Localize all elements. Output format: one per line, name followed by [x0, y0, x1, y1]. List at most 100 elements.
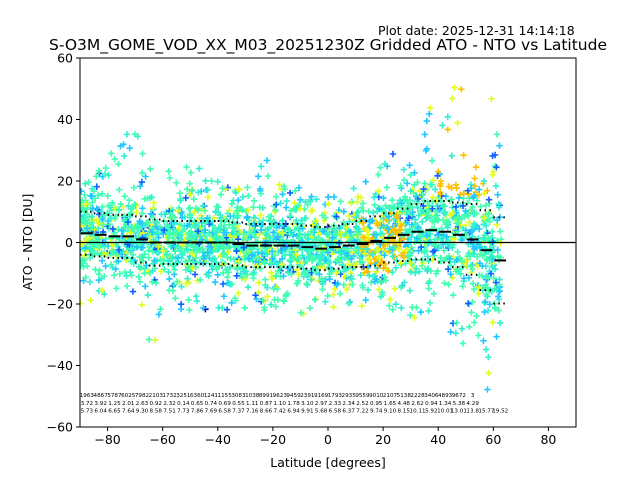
data-point: [184, 275, 191, 282]
data-point: [358, 302, 365, 310]
data-point: [417, 243, 425, 251]
data-point: [341, 265, 348, 272]
data-point: [432, 242, 439, 250]
data-point: [226, 264, 234, 271]
data-point: [138, 178, 146, 186]
data-point: [452, 329, 460, 337]
data-point: [420, 185, 427, 193]
data-point: [297, 309, 305, 317]
data-point: [178, 208, 185, 216]
data-point: [466, 252, 474, 260]
data-point: [459, 202, 467, 210]
data-point: [185, 279, 193, 286]
data-point: [149, 267, 156, 275]
data-point: [268, 248, 276, 255]
data-point: [326, 276, 333, 283]
data-point: [423, 117, 430, 125]
data-point: [303, 280, 310, 287]
data-point: [359, 219, 367, 227]
data-point: [337, 229, 345, 236]
data-point: [211, 279, 219, 286]
data-point: [385, 267, 392, 274]
data-point: [258, 226, 265, 234]
bin-annotation-label: 6.58: [329, 409, 342, 415]
data-point: [295, 184, 303, 191]
data-point: [471, 245, 478, 253]
data-point: [235, 290, 242, 297]
data-point: [473, 197, 481, 204]
data-point: [384, 216, 391, 224]
data-point: [333, 269, 340, 277]
data-point: [370, 194, 378, 201]
data-point: [264, 226, 271, 233]
data-point: [490, 168, 497, 176]
data-point: [395, 245, 402, 253]
data-point: [89, 199, 96, 206]
data-point: [367, 259, 375, 267]
data-point: [378, 234, 386, 242]
data-point: [426, 299, 434, 307]
data-point: [421, 180, 428, 187]
data-point: [475, 332, 482, 339]
data-point: [186, 212, 194, 219]
data-point: [272, 193, 280, 200]
data-point: [495, 204, 503, 211]
data-point: [389, 306, 396, 313]
bin-annotation-label: 5787: [107, 393, 122, 399]
data-point: [245, 192, 252, 200]
data-point: [230, 212, 237, 219]
data-point: [489, 228, 496, 235]
data-point: [212, 259, 220, 266]
bin-annotation-label: 0.65: [191, 401, 204, 407]
data-point: [446, 243, 453, 250]
data-point: [355, 245, 363, 252]
data-point: [207, 243, 215, 250]
bin-annotation-label: 5.38: [453, 401, 466, 407]
data-point: [426, 278, 433, 285]
data-point: [191, 208, 198, 216]
data-point: [93, 183, 100, 190]
data-point: [185, 263, 192, 271]
data-point: [448, 184, 455, 192]
data-point: [480, 177, 488, 185]
data-point: [93, 173, 100, 180]
data-point: [356, 258, 364, 265]
data-point: [83, 225, 91, 232]
data-point: [135, 273, 142, 281]
data-point: [83, 201, 90, 208]
data-point: [198, 188, 205, 195]
data-point: [321, 238, 329, 246]
data-point: [288, 270, 295, 278]
bin-annotation-label: 0.87: [260, 401, 273, 407]
data-point: [483, 222, 490, 229]
data-point: [101, 291, 108, 298]
data-point: [413, 235, 421, 242]
bin-annotation-label: 6.04: [94, 409, 107, 415]
data-point: [412, 265, 420, 272]
data-point: [359, 200, 367, 207]
data-point: [142, 283, 149, 290]
y-tick-label: 40: [57, 112, 73, 127]
data-point: [176, 189, 184, 197]
data-point: [195, 189, 202, 196]
data-point: [491, 304, 499, 311]
data-point: [270, 285, 277, 293]
data-point: [497, 239, 504, 247]
data-point: [366, 272, 373, 279]
bin-annotation-label: 9169: [314, 393, 329, 399]
data-point: [370, 209, 377, 216]
data-point: [454, 248, 461, 256]
data-point: [477, 203, 484, 210]
data-point: [152, 223, 159, 230]
data-point: [221, 218, 228, 226]
data-point: [397, 182, 404, 189]
data-point: [324, 249, 331, 256]
y-tick-label: 60: [57, 51, 73, 66]
data-point: [127, 245, 135, 253]
data-point: [326, 265, 333, 273]
data-point: [423, 248, 430, 255]
data-point: [495, 307, 503, 314]
data-point: [428, 157, 436, 164]
data-point: [250, 269, 258, 276]
data-point: [109, 225, 117, 233]
